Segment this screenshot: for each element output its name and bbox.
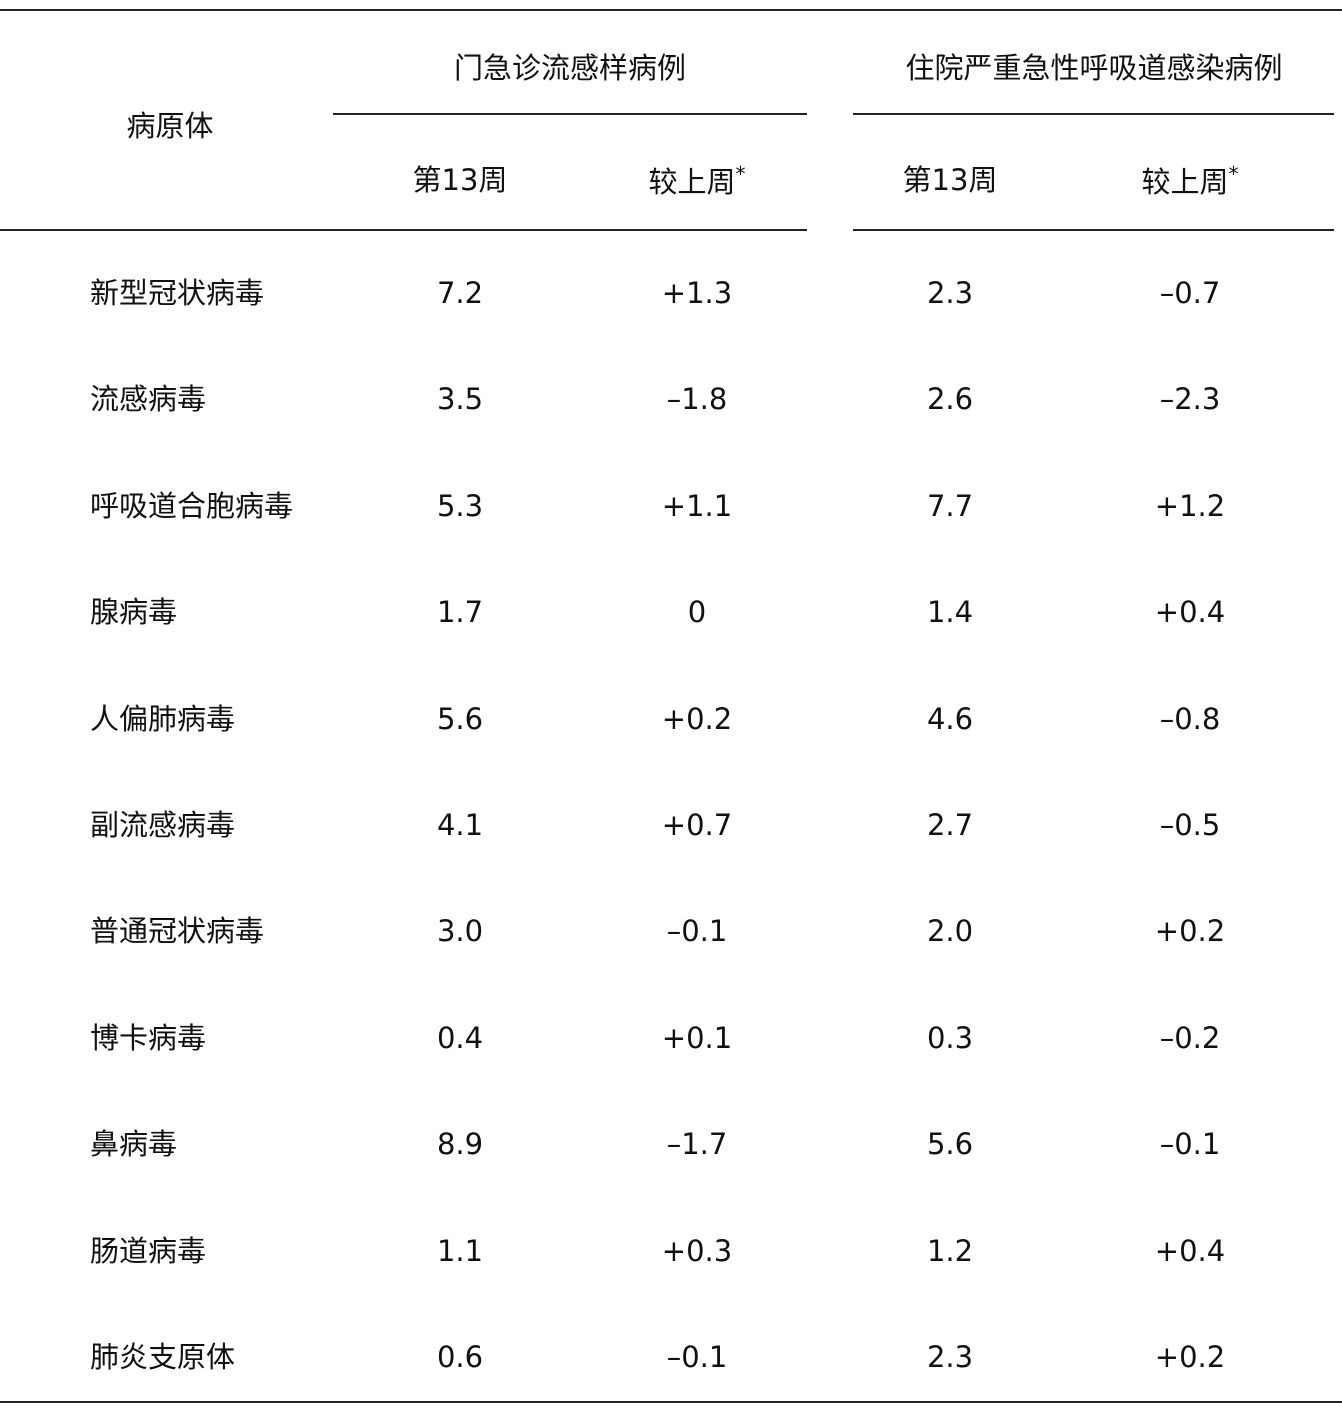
pathogen-name: 肠道病毒 bbox=[90, 1233, 207, 1268]
table-cell: +0.4 bbox=[1154, 595, 1226, 630]
pathogen-name: 鼻病毒 bbox=[90, 1127, 178, 1162]
footnote-mark: * bbox=[735, 162, 746, 186]
pathogen-name: 人偏肺病毒 bbox=[90, 701, 236, 736]
table-cell: +1.3 bbox=[661, 276, 733, 310]
table-cell: 0 bbox=[687, 595, 707, 630]
header-rule-2 bbox=[853, 229, 1334, 231]
table-cell: –1.8 bbox=[666, 382, 728, 417]
group-header-inpatient: 住院严重急性呼吸道感染病例 bbox=[905, 51, 1283, 85]
pathogen-name: 呼吸道合胞病毒 bbox=[90, 488, 294, 523]
subheader-change-label: 较上周 bbox=[648, 165, 736, 199]
table-cell: +0.1 bbox=[661, 1020, 733, 1055]
group-header-outpatient: 门急诊流感样病例 bbox=[453, 51, 687, 85]
table-cell: +0.2 bbox=[1154, 1340, 1226, 1374]
table-cell: 1.7 bbox=[436, 595, 484, 630]
table-cell: –0.1 bbox=[1159, 1127, 1221, 1162]
pathogen-name: 副流感病毒 bbox=[90, 808, 236, 842]
footnote-mark: * bbox=[1228, 162, 1239, 186]
table-cell: –0.5 bbox=[1159, 808, 1221, 842]
bottom-rule bbox=[0, 1401, 1342, 1403]
pathogen-name: 腺病毒 bbox=[90, 595, 178, 630]
table-cell: 2.6 bbox=[926, 382, 974, 417]
table-cell: 1.1 bbox=[436, 1233, 484, 1268]
pathogen-name: 流感病毒 bbox=[90, 382, 207, 417]
subheader-change: 较上周* bbox=[648, 162, 746, 200]
pathogen-name: 肺炎支原体 bbox=[90, 1340, 236, 1374]
table-cell: 4.1 bbox=[436, 808, 484, 842]
table-cell: 0.4 bbox=[436, 1020, 484, 1055]
subheader-change: 较上周* bbox=[1141, 162, 1239, 200]
table-cell: 2.3 bbox=[926, 1340, 974, 1374]
table-cell: 5.6 bbox=[436, 701, 484, 736]
table-cell: +0.4 bbox=[1154, 1233, 1226, 1268]
pathogen-name: 新型冠状病毒 bbox=[90, 276, 265, 310]
table-cell: –0.2 bbox=[1159, 1020, 1221, 1055]
table-cell: 1.2 bbox=[926, 1233, 974, 1268]
group-rule-2 bbox=[853, 113, 1334, 115]
table-cell: +1.2 bbox=[1154, 488, 1226, 523]
table-cell: 8.9 bbox=[436, 1127, 484, 1162]
table-cell: 1.4 bbox=[926, 595, 974, 630]
table-cell: +0.2 bbox=[661, 701, 733, 736]
table-cell: –0.8 bbox=[1159, 701, 1221, 736]
table-cell: –0.1 bbox=[666, 914, 728, 949]
row-header: 病原体 bbox=[126, 109, 214, 143]
table-cell: 0.3 bbox=[926, 1020, 974, 1055]
table-cell: 2.7 bbox=[926, 808, 974, 842]
table-cell: –1.7 bbox=[666, 1127, 728, 1162]
table-cell: 7.7 bbox=[926, 488, 974, 523]
table-cell: 3.0 bbox=[436, 914, 484, 949]
header-rule-1 bbox=[0, 229, 807, 231]
table-cell: –0.1 bbox=[666, 1340, 728, 1374]
subheader-week: 第13周 bbox=[902, 163, 998, 197]
table-cell: 7.2 bbox=[436, 276, 484, 310]
table-cell: +0.3 bbox=[661, 1233, 733, 1268]
pathogen-name: 博卡病毒 bbox=[90, 1020, 207, 1055]
subheader-week: 第13周 bbox=[412, 163, 508, 197]
top-rule bbox=[0, 9, 1342, 11]
table-cell: 2.3 bbox=[926, 276, 974, 310]
group-rule-1 bbox=[333, 113, 807, 115]
table-cell: 4.6 bbox=[926, 701, 974, 736]
table-cell: 5.3 bbox=[436, 488, 484, 523]
subheader-change-label: 较上周 bbox=[1141, 165, 1229, 199]
table-cell: –2.3 bbox=[1159, 382, 1221, 417]
table-cell: –0.7 bbox=[1159, 276, 1221, 310]
table-cell: 3.5 bbox=[436, 382, 484, 417]
table-cell: +1.1 bbox=[661, 488, 733, 523]
table-cell: 0.6 bbox=[436, 1340, 484, 1374]
table-cell: 2.0 bbox=[926, 914, 974, 949]
table-cell: +0.2 bbox=[1154, 914, 1226, 949]
table-cell: +0.7 bbox=[661, 808, 733, 842]
pathogen-name: 普通冠状病毒 bbox=[90, 914, 265, 949]
table-cell: 5.6 bbox=[926, 1127, 974, 1162]
